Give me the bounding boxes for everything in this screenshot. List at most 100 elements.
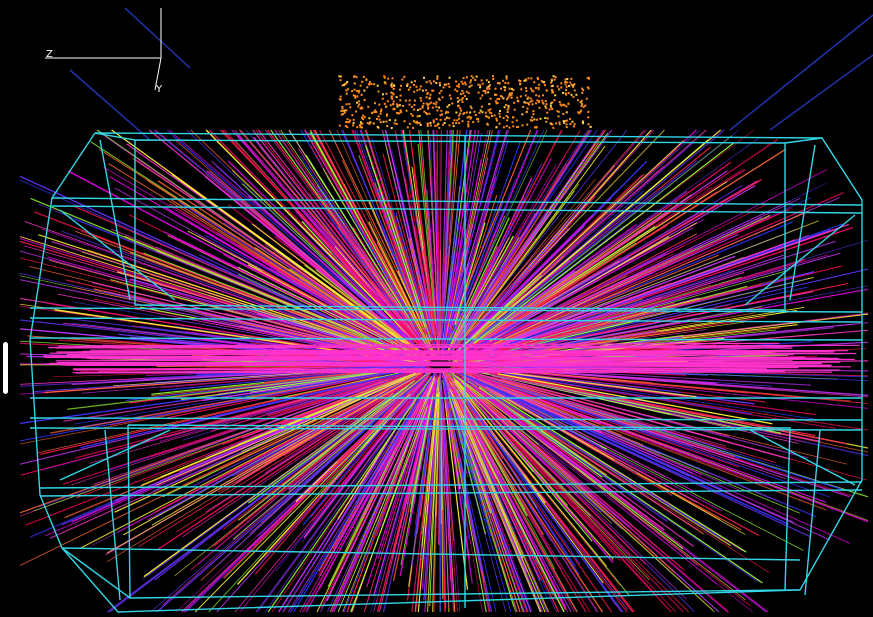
calorimeter-hit — [562, 92, 565, 94]
calorimeter-hit — [393, 84, 395, 87]
calorimeter-hit — [565, 126, 568, 129]
calorimeter-hit — [423, 76, 425, 79]
calorimeter-hit — [454, 88, 457, 91]
calorimeter-hit — [565, 81, 568, 84]
calorimeter-hit — [375, 111, 378, 113]
calorimeter-hit — [355, 76, 358, 79]
particle-track — [143, 369, 389, 399]
calorimeter-hit — [392, 88, 395, 90]
calorimeter-hit — [348, 121, 351, 124]
calorimeter-hit — [425, 81, 428, 84]
particle-track — [450, 388, 514, 559]
particle-track — [498, 384, 644, 446]
calorimeter-hit — [477, 120, 480, 123]
calorimeter-hit — [572, 85, 574, 88]
particle-track — [372, 377, 437, 597]
particle-track — [340, 228, 426, 349]
calorimeter-hit — [449, 97, 452, 100]
particle-track — [503, 372, 814, 420]
drag-handle-icon[interactable] — [3, 342, 8, 394]
calorimeter-hit — [573, 83, 576, 86]
calorimeter-hit — [391, 97, 394, 100]
particle-track — [282, 371, 437, 613]
calorimeter-hit — [426, 124, 429, 127]
calorimeter-hit — [522, 105, 525, 108]
calorimeter-hit — [353, 82, 356, 85]
calorimeter-hit — [504, 82, 507, 85]
particle-track — [443, 129, 468, 334]
calorimeter-hit — [558, 123, 561, 126]
calorimeter-hit — [581, 91, 584, 94]
particle-track — [445, 402, 487, 613]
calorimeter-hit — [536, 99, 539, 102]
calorimeter-hit — [475, 75, 478, 78]
calorimeter-hit — [556, 110, 559, 113]
calorimeter-hit — [531, 116, 534, 119]
calorimeter-hit — [536, 76, 539, 79]
calorimeter-hit — [430, 82, 433, 85]
particle-track — [446, 223, 473, 339]
calorimeter-hit — [419, 124, 422, 126]
particle-track — [33, 211, 390, 350]
particle-track — [329, 370, 437, 559]
calorimeter-hit — [399, 99, 402, 102]
particle-track — [471, 271, 785, 359]
particle-track — [454, 225, 585, 354]
calorimeter-hit — [426, 113, 429, 115]
calorimeter-hit — [444, 118, 447, 121]
detector-endcap-edge — [749, 429, 856, 486]
particle-track — [421, 387, 438, 535]
calorimeter-hit — [461, 101, 464, 104]
particle-track — [36, 376, 378, 454]
particle-track — [409, 129, 437, 335]
calorimeter-hit — [567, 92, 570, 94]
calorimeter-hit — [435, 105, 438, 108]
particle-track — [326, 371, 437, 602]
calorimeter-hit — [467, 123, 470, 126]
calorimeter-hit — [456, 85, 459, 88]
calorimeter-hit — [396, 111, 398, 114]
calorimeter-hit — [431, 106, 434, 109]
calorimeter-hit — [494, 100, 497, 103]
calorimeter-hit — [448, 104, 451, 106]
particle-track — [114, 378, 405, 513]
calorimeter-hit — [535, 102, 538, 105]
calorimeter-hit — [539, 117, 542, 120]
particle-track — [227, 160, 414, 344]
detector-rail — [29, 427, 863, 431]
calorimeter-hit — [438, 98, 441, 101]
particle-track — [150, 395, 401, 613]
particle-track — [443, 378, 507, 613]
calorimeter-hit — [477, 118, 480, 120]
particle-track — [402, 390, 434, 511]
calorimeter-hit — [526, 107, 529, 110]
particle-track — [458, 253, 674, 358]
particle-track — [442, 129, 461, 330]
background-guide-lines — [69, 7, 873, 141]
particle-track — [247, 380, 416, 504]
calorimeter-hit — [467, 125, 470, 128]
calorimeter-hit — [562, 103, 565, 106]
calorimeter-hit — [498, 112, 501, 115]
calorimeter-hit — [484, 90, 487, 92]
calorimeter-hit — [379, 112, 382, 115]
calorimeter-hit — [538, 83, 541, 86]
calorimeter-hit — [559, 103, 562, 106]
calorimeter-hit — [359, 126, 362, 129]
calorimeter-hit — [392, 93, 395, 96]
calorimeter-hit — [521, 124, 524, 127]
calorimeter-hit — [565, 85, 568, 88]
calorimeter-hit — [552, 126, 555, 129]
calorimeter-hit — [587, 116, 590, 119]
calorimeter-hit — [551, 91, 554, 94]
calorimeter-hit — [373, 83, 376, 86]
calorimeter-hit — [360, 126, 363, 129]
calorimeter-hit — [504, 86, 507, 89]
calorimeter-hit — [477, 91, 480, 94]
detector-rail — [51, 197, 863, 206]
calorimeter-hit — [438, 92, 441, 95]
calorimeter-hit — [442, 123, 444, 126]
calorimeter-hit — [366, 86, 369, 89]
